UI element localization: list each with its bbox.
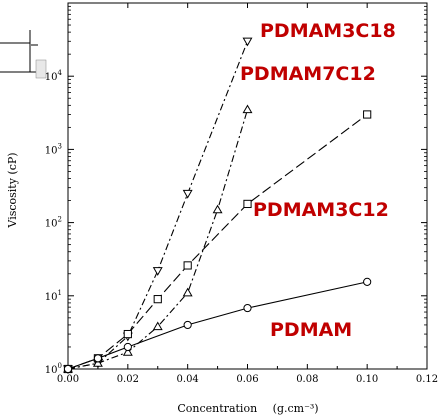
data-point [182,287,193,297]
x-tick-label: 0.06 [236,374,258,385]
inset-fragment [0,30,47,79]
y-axis-title: Viscosity (cP) [6,152,19,228]
series-line-pdmam [67,281,368,370]
x-axis-label: Concentration [177,402,257,415]
x-tick-label: 0.12 [416,374,438,385]
data-point [242,104,253,114]
y-tick-label: 103 [45,142,62,156]
data-point [242,37,253,47]
data-point [152,267,163,276]
data-point [92,358,103,367]
data-point [63,364,73,374]
x-tick-label: 0.08 [296,374,318,385]
x-tick-label: 0.02 [117,374,139,385]
series-label-pdmam3c12: PDMAM3C12 [253,199,389,221]
x-axis-unit: (g.cm⁻³) [273,402,319,415]
series-label-pdmam7c12: PDMAM7C12 [240,63,376,85]
data-point [363,110,372,119]
data-point [363,277,372,286]
data-point [152,321,163,331]
y-tick-label: 102 [45,216,62,230]
x-tick-label: 0.10 [356,374,378,385]
data-point [182,189,193,199]
data-point [153,295,162,304]
y-tick-label: 101 [45,289,62,303]
plot-frame [67,2,428,370]
data-point [243,303,252,313]
data-point [183,261,192,270]
series-label-pdmam3c18: PDMAM3C18 [260,20,396,42]
data-point [183,320,192,330]
data-point [93,354,103,363]
series-label-pdmam: PDMAM [270,319,352,341]
data-point [122,347,133,356]
y-tick-label: 104 [45,69,63,83]
data-point [123,342,132,352]
data-point [243,199,252,209]
data-point [212,204,223,214]
series-line-pdmam3c18 [67,41,249,370]
x-axis-title: Concentration (g.cm⁻³) [177,402,318,415]
x-tick-label: 0.04 [177,374,199,385]
y-tick-label: 100 [45,362,62,376]
x-tick-label: 0.00 [57,374,79,385]
data-point [123,329,132,339]
